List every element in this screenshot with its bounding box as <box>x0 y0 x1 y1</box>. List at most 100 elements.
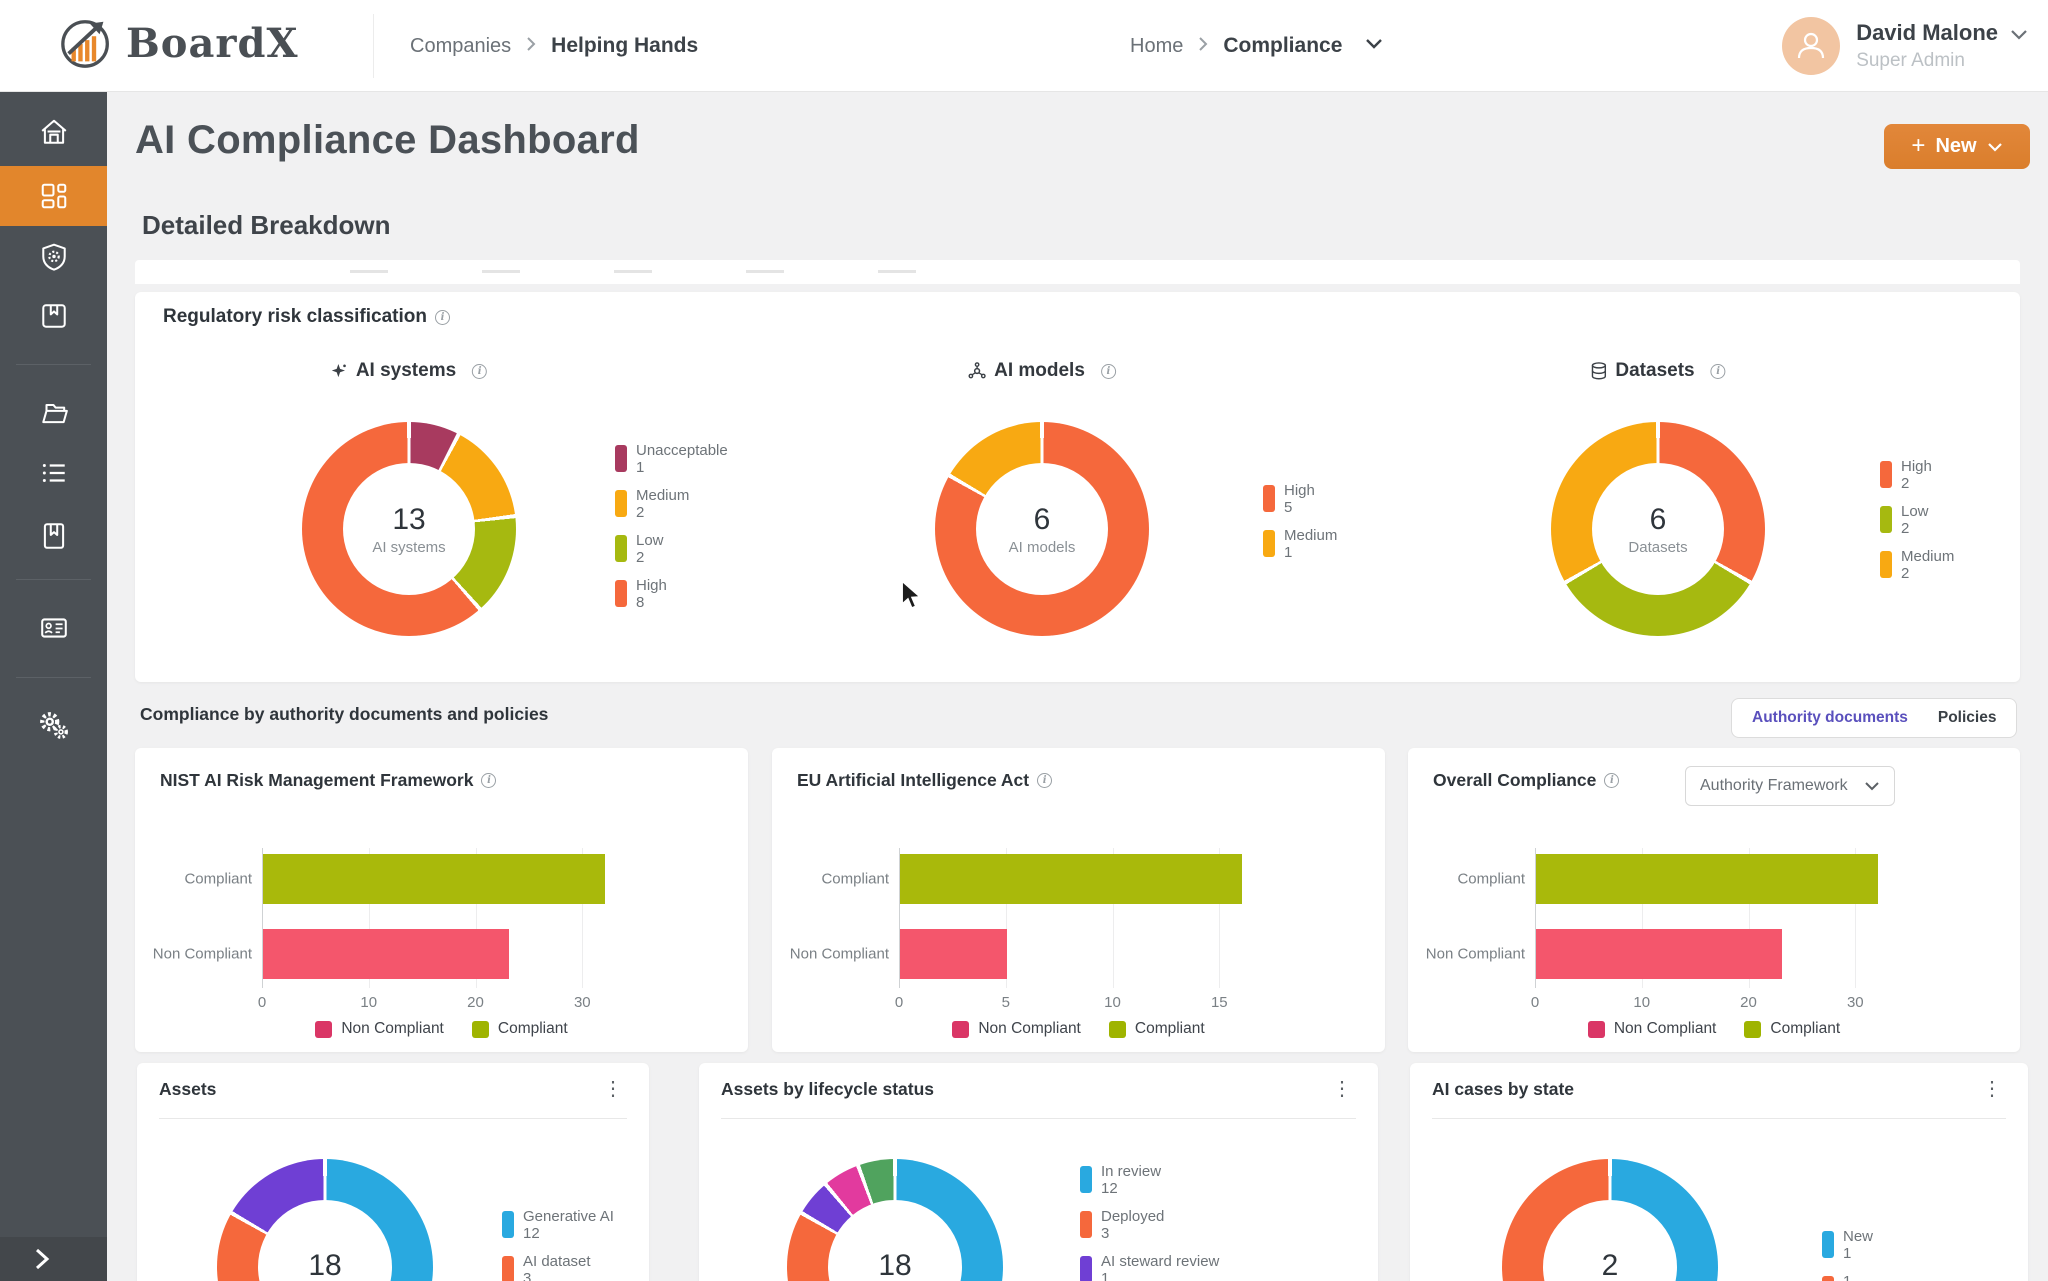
legend-item: New 1 <box>1822 1228 1873 1268</box>
eu-ai-act-card: EU Artificial Intelligence Act 0 5 10 15 Com… <box>772 748 1385 1052</box>
y-category-label: Non Compliant <box>1425 945 1525 963</box>
legend-label: Low 2 <box>1901 503 1929 537</box>
info-icon[interactable] <box>435 309 450 325</box>
y-category-label: Compliant <box>184 870 252 888</box>
sidebar-item-risk[interactable] <box>0 227 107 287</box>
y-category-label: Compliant <box>821 870 889 888</box>
sidebar <box>0 92 107 1281</box>
ai-models-legend: High 5 Medium 1 <box>1263 482 1337 572</box>
tab-authority-documents[interactable]: Authority documents <box>1752 709 1908 726</box>
bar-non-compliant <box>1536 929 1782 979</box>
breadcrumb-companies-link[interactable]: Companies <box>410 34 512 57</box>
gridline <box>582 848 584 988</box>
legend-label: Non Compliant <box>1613 1020 1717 1037</box>
user-menu[interactable]: David Malone Super Admin <box>1782 10 2028 82</box>
authority-framework-dropdown[interactable]: Authority Framework <box>1685 766 1895 806</box>
sidebar-item-settings[interactable] <box>0 696 107 756</box>
header-divider <box>373 14 374 78</box>
info-icon[interactable] <box>1710 363 1726 379</box>
overall-compliance-legend: Non Compliant Compliant <box>1408 1020 2020 1038</box>
gridline <box>1005 848 1007 988</box>
card-divider <box>159 1118 627 1119</box>
breadcrumb-home-link[interactable]: Home <box>1130 34 1184 57</box>
legend-label: High 5 <box>1284 482 1315 516</box>
sidebar-item-dashboard[interactable] <box>0 166 107 226</box>
donut-center: 6 AI models <box>975 462 1109 596</box>
legend-swatch <box>1080 1211 1092 1238</box>
box-bookmark-icon <box>41 304 66 328</box>
sidebar-divider <box>16 364 91 365</box>
legend-item: High 8 <box>615 577 728 617</box>
sidebar-item-library[interactable] <box>0 506 107 566</box>
assets-legend: Generative AI 12 AI dataset 3 <box>502 1208 614 1281</box>
kebab-menu-icon[interactable]: ⋮ <box>603 1078 623 1100</box>
gridline <box>1219 848 1221 988</box>
legend-item: Unacceptable 1 <box>615 442 728 482</box>
list-icon <box>42 464 65 482</box>
sidebar-item-contacts[interactable] <box>0 598 107 658</box>
kebab-menu-icon[interactable]: ⋮ <box>1332 1078 1352 1100</box>
home-icon <box>41 119 66 144</box>
sidebar-expand-button[interactable] <box>0 1237 107 1281</box>
legend-label: 1 <box>1843 1273 1851 1281</box>
chevron-down-icon[interactable] <box>1364 37 1384 55</box>
info-icon[interactable] <box>1037 773 1053 788</box>
sidebar-item-assets[interactable] <box>0 286 107 346</box>
avatar <box>1782 17 1841 75</box>
legend-item: Non Compliant <box>1587 1020 1717 1038</box>
donut-center-value: 13 <box>392 502 426 536</box>
ai-cases-card-title: AI cases by state <box>1432 1078 1575 1099</box>
mouse-cursor <box>901 580 922 609</box>
info-icon[interactable] <box>472 363 488 379</box>
legend-item: High 2 <box>1880 458 1954 498</box>
breadcrumb-company: Companies Helping Hands <box>410 0 698 92</box>
legend-item: Compliant <box>471 1020 568 1038</box>
kebab-menu-icon[interactable]: ⋮ <box>1982 1078 2002 1100</box>
lifecycle-donut-chart: 18 <box>787 1159 1003 1281</box>
info-icon[interactable] <box>481 773 497 788</box>
legend-swatch <box>1880 461 1892 488</box>
brand-logo[interactable]: BoardX <box>58 14 298 72</box>
chevron-right-icon <box>525 35 537 58</box>
legend-swatch <box>1822 1276 1834 1281</box>
assets-card: Assets ⋮ 18 Generative AI 12 AI dataset 3 <box>137 1063 649 1281</box>
new-button[interactable]: + New <box>1884 124 2030 169</box>
database-icon <box>1590 362 1607 380</box>
legend-item: Deployed 3 <box>1080 1208 1219 1248</box>
chevron-right-icon <box>35 1248 50 1270</box>
page-subtitle: Detailed Breakdown <box>142 210 391 240</box>
x-tick-label: 0 <box>894 994 904 1011</box>
donut-center: 18 <box>258 1200 392 1281</box>
legend-swatch <box>952 1020 970 1038</box>
legend-label: AI steward review 1 <box>1101 1253 1220 1281</box>
sidebar-item-list[interactable] <box>0 443 107 503</box>
legend-item: High 5 <box>1263 482 1337 522</box>
sidebar-item-home[interactable] <box>0 102 107 162</box>
legend-swatch <box>1080 1256 1092 1281</box>
legend-item: AI dataset 3 <box>502 1253 614 1281</box>
legend-swatch <box>615 535 627 562</box>
tab-policies[interactable]: Policies <box>1937 709 1997 726</box>
chevron-down-icon <box>1865 782 1879 791</box>
info-icon[interactable] <box>1100 363 1116 379</box>
bar-non-compliant <box>900 929 1007 979</box>
legend-label: Generative AI 12 <box>523 1208 614 1242</box>
legend-swatch <box>1880 506 1892 533</box>
info-icon[interactable] <box>1604 773 1620 788</box>
clipped-content-strip <box>135 260 2020 284</box>
legend-item: Compliant <box>1744 1020 1840 1038</box>
folder-icon <box>41 403 68 424</box>
ai-models-title: AI models <box>994 360 1085 381</box>
donut-center-value: 6 <box>1649 502 1667 536</box>
id-card-icon <box>40 618 67 638</box>
legend-label: Deployed 3 <box>1101 1208 1165 1242</box>
legend-swatch <box>1080 1166 1092 1193</box>
lifecycle-legend: In review 12 Deployed 3 AI steward review 1 <box>1080 1163 1219 1281</box>
legend-item: Medium 2 <box>615 487 728 527</box>
sidebar-item-projects[interactable] <box>0 383 107 443</box>
gridline <box>475 848 477 988</box>
